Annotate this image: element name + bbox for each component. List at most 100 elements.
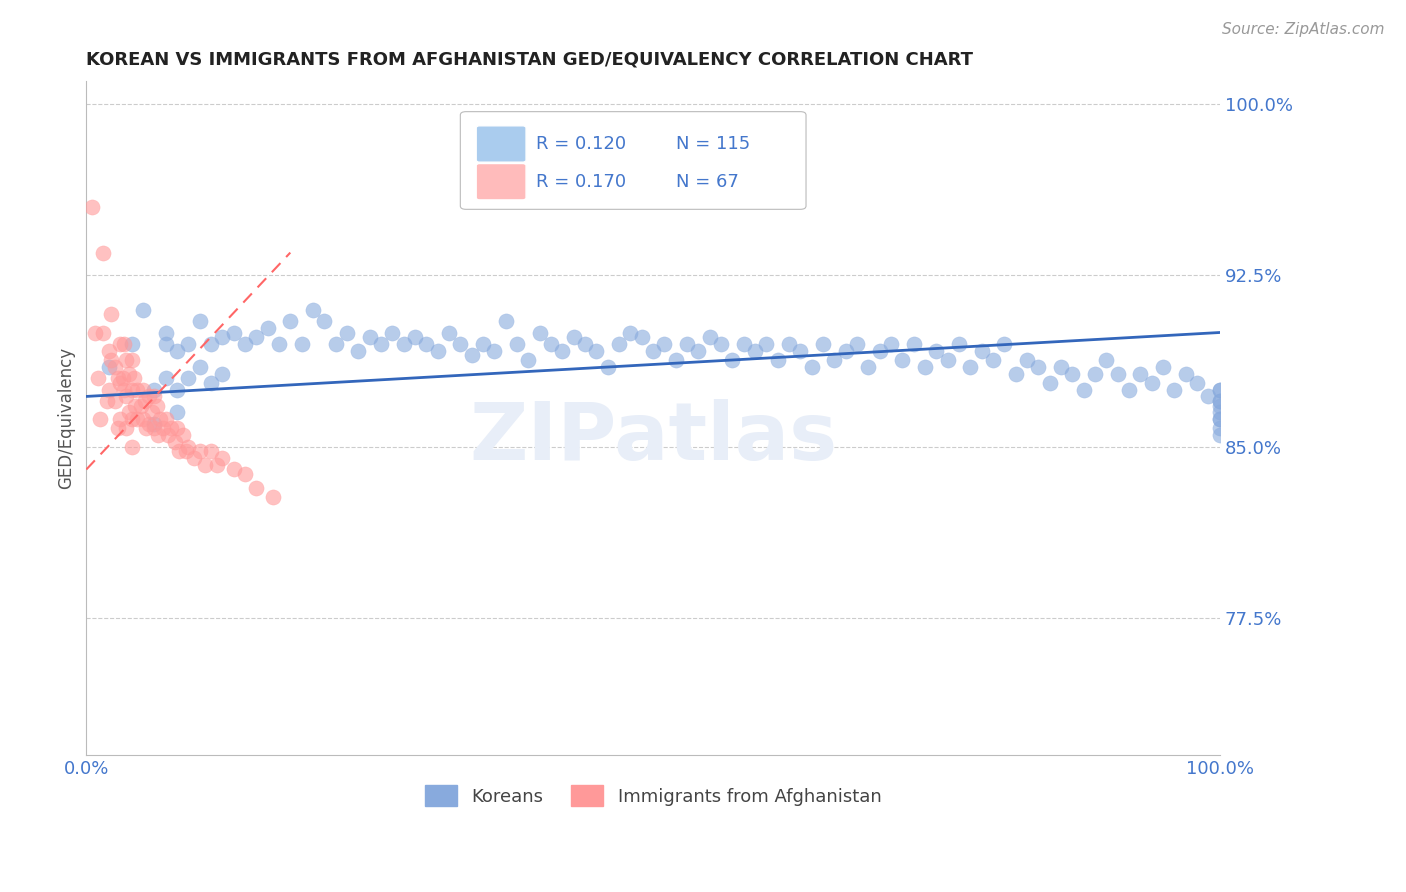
Point	[641, 343, 664, 358]
Point	[460, 348, 482, 362]
Point	[155, 412, 177, 426]
Text: KOREAN VS IMMIGRANTS FROM AFGHANISTAN GED/EQUIVALENCY CORRELATION CHART: KOREAN VS IMMIGRANTS FROM AFGHANISTAN GE…	[86, 51, 973, 69]
Point	[86, 371, 108, 385]
Point	[1209, 394, 1232, 409]
Point	[143, 417, 166, 431]
Point	[155, 337, 177, 351]
FancyBboxPatch shape	[477, 126, 526, 162]
Point	[135, 421, 157, 435]
Point	[654, 337, 676, 351]
Point	[540, 337, 562, 351]
Point	[194, 458, 217, 472]
Point	[233, 467, 256, 481]
Point	[205, 458, 228, 472]
Point	[721, 352, 744, 367]
Point	[104, 359, 127, 374]
Point	[336, 326, 359, 340]
Point	[970, 343, 993, 358]
Point	[132, 383, 155, 397]
Point	[160, 421, 183, 435]
Point	[245, 481, 267, 495]
Point	[1084, 367, 1107, 381]
Point	[733, 337, 755, 351]
Point	[1152, 359, 1174, 374]
Point	[688, 343, 710, 358]
Point	[127, 383, 149, 397]
Point	[1140, 376, 1163, 390]
Point	[1209, 421, 1232, 435]
Point	[118, 405, 141, 419]
Point	[111, 371, 134, 385]
Point	[200, 337, 222, 351]
Point	[823, 352, 845, 367]
Point	[115, 352, 138, 367]
Point	[529, 326, 551, 340]
Point	[449, 337, 471, 351]
Point	[800, 359, 823, 374]
Y-axis label: GED/Equivalency: GED/Equivalency	[58, 347, 75, 489]
Point	[96, 394, 118, 409]
Point	[91, 326, 114, 340]
Point	[112, 383, 135, 397]
Point	[846, 337, 869, 351]
Point	[107, 371, 129, 385]
Point	[163, 435, 186, 450]
Point	[110, 376, 132, 390]
Point	[112, 337, 135, 351]
Point	[1004, 367, 1026, 381]
Point	[585, 343, 607, 358]
Point	[222, 462, 245, 476]
Point	[1209, 399, 1232, 413]
Point	[211, 330, 233, 344]
Point	[183, 451, 205, 466]
Point	[359, 330, 381, 344]
Point	[574, 337, 596, 351]
Point	[1197, 389, 1219, 403]
Text: N = 115: N = 115	[676, 135, 749, 153]
Point	[948, 337, 970, 351]
Point	[107, 421, 129, 435]
Point	[166, 383, 188, 397]
Point	[811, 337, 834, 351]
Text: N = 67: N = 67	[676, 173, 738, 191]
Point	[115, 389, 138, 403]
Point	[155, 371, 177, 385]
FancyBboxPatch shape	[460, 112, 806, 210]
Point	[127, 412, 149, 426]
Point	[778, 337, 800, 351]
Point	[880, 337, 903, 351]
Point	[381, 326, 404, 340]
Point	[291, 337, 314, 351]
Point	[132, 302, 155, 317]
Point	[233, 337, 256, 351]
Text: ZIPatlas: ZIPatlas	[468, 400, 837, 477]
Point	[710, 337, 733, 351]
Point	[415, 337, 437, 351]
Point	[1050, 359, 1073, 374]
Point	[993, 337, 1015, 351]
Point	[177, 337, 200, 351]
Point	[100, 307, 122, 321]
Point	[858, 359, 880, 374]
Point	[370, 337, 392, 351]
Point	[426, 343, 449, 358]
Point	[665, 352, 688, 367]
Point	[789, 343, 811, 358]
Point	[143, 383, 166, 397]
Point	[166, 421, 188, 435]
Point	[766, 352, 789, 367]
Point	[97, 383, 120, 397]
Point	[1118, 383, 1140, 397]
Point	[245, 330, 267, 344]
Point	[121, 383, 143, 397]
Point	[630, 330, 652, 344]
Point	[267, 337, 290, 351]
Point	[903, 337, 925, 351]
Point	[495, 314, 517, 328]
Point	[755, 337, 778, 351]
Point	[1209, 412, 1232, 426]
Point	[619, 326, 641, 340]
Point	[1185, 376, 1208, 390]
Point	[1209, 383, 1232, 397]
Point	[744, 343, 766, 358]
